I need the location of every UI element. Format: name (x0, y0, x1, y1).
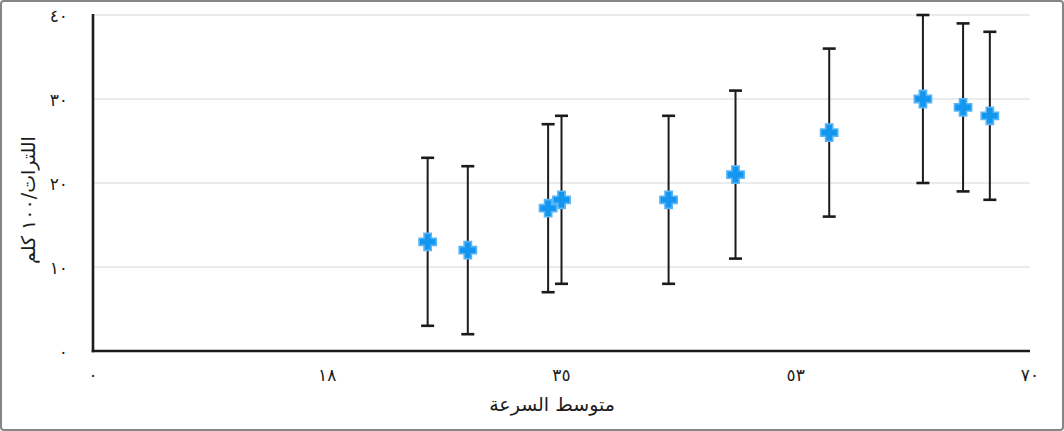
y-tick-label: ٠ (59, 342, 68, 362)
data-point-marker (459, 242, 476, 259)
x-axis-title: متوسط السرعة (84, 393, 1020, 415)
data-point-marker (419, 233, 436, 250)
y-tick-label: ١٠ (50, 258, 68, 278)
data-point-marker (954, 99, 971, 116)
y-tick-label: ٤٠ (50, 6, 68, 26)
x-tick-label: ٣٥ (552, 365, 570, 385)
data-point-marker (981, 107, 998, 124)
x-tick-label: ١٨ (318, 365, 336, 385)
chart-figure: ٠ ١٠ ٢٠ ٣٠ ٤٠ ٠ ١٨ ٣٥ ٥٣ ٧٠ اللترات/١٠٠ كلم متوسط… (0, 0, 1064, 431)
data-point-marker (821, 124, 838, 141)
x-tick-label: ٧٠ (1021, 365, 1039, 385)
scatter-plot-canvas: ٠ ١٠ ٢٠ ٣٠ ٤٠ ٠ ١٨ ٣٥ ٥٣ ٧٠ (0, 0, 1064, 431)
data-point-marker (914, 90, 931, 107)
data-point-marker (727, 166, 744, 183)
x-tick-label: ٥٣ (787, 365, 805, 385)
y-tick-label: ٢٠ (50, 174, 68, 194)
x-tick-label: ٠ (88, 365, 97, 385)
data-point-marker (660, 191, 677, 208)
y-axis-title: اللترات/١٠٠ كلم (15, 80, 41, 320)
y-tick-label: ٣٠ (50, 90, 68, 110)
